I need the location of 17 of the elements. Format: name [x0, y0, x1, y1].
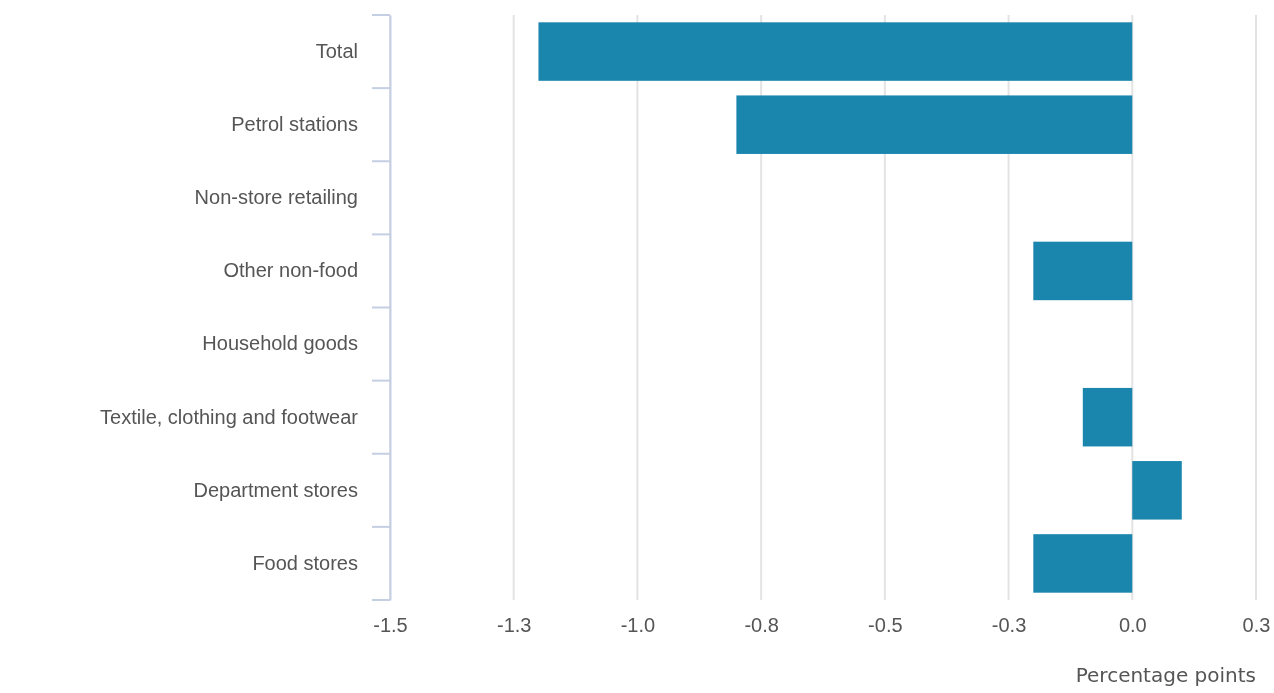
x-axis-title: Percentage points — [1075, 663, 1256, 687]
y-tick-label: Department stores — [193, 478, 358, 501]
x-tick-label: 0.0 — [1118, 614, 1147, 637]
x-tick-label: -0.5 — [868, 614, 903, 637]
y-tick-label: Other non-food — [223, 259, 358, 282]
x-tick-label: -1.3 — [496, 614, 532, 637]
x-tick-label: -0.8 — [744, 614, 779, 637]
y-tick-label: Food stores — [252, 551, 358, 574]
y-tick-label: Non-store retailing — [194, 186, 358, 209]
x-tick-label: -1.0 — [620, 614, 656, 637]
y-tick-label: Textile, clothing and footwear — [100, 405, 359, 428]
y-tick-label: Petrol stations — [231, 113, 358, 136]
y-tick-label: Household goods — [202, 332, 358, 355]
x-tick-label: -0.3 — [991, 614, 1027, 637]
x-tick-label: 0.3 — [1242, 614, 1271, 637]
x-tick-label: -1.5 — [373, 614, 408, 637]
y-tick-label: Total — [315, 39, 358, 62]
